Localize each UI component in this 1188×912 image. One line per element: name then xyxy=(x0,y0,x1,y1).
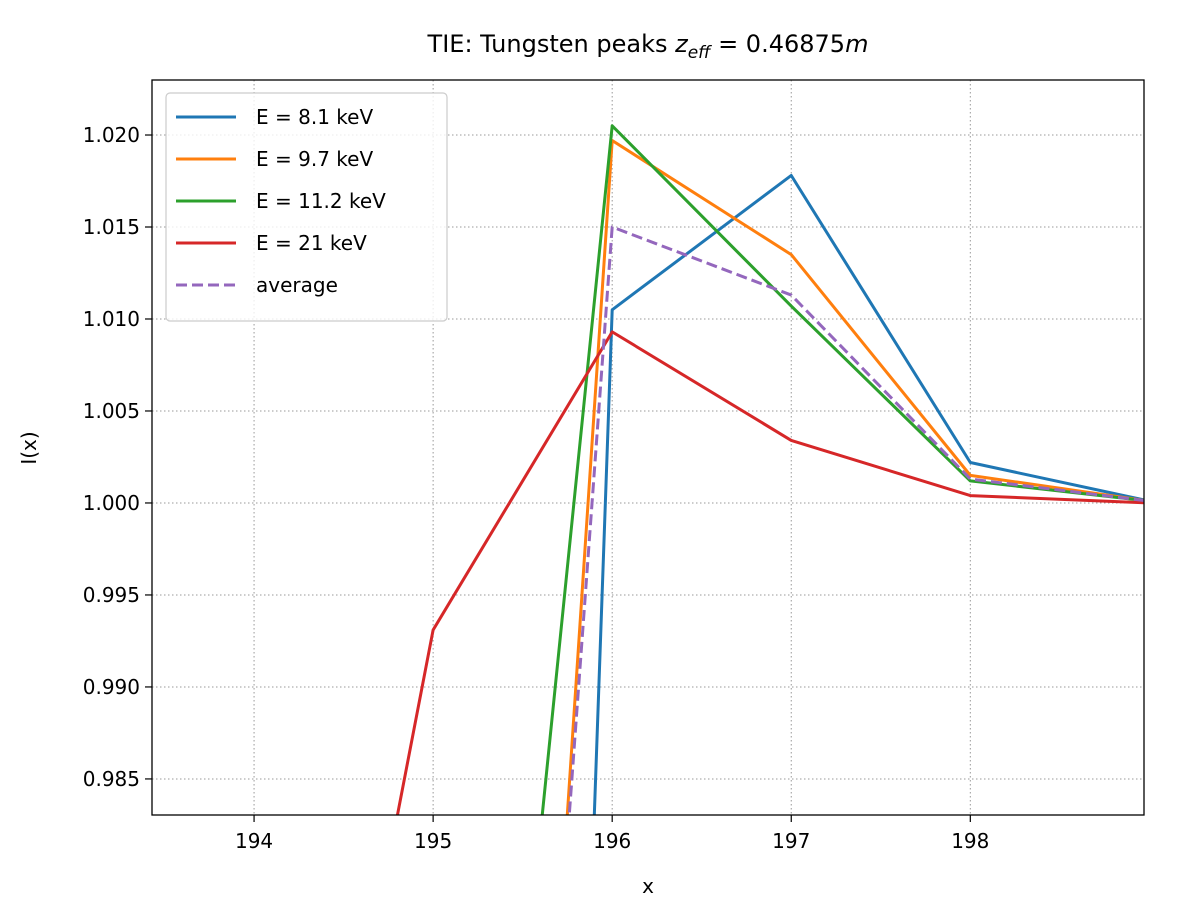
x-tick-label: 196 xyxy=(593,829,631,853)
ticks: 194 195 196 197 198 0.985 0.990 0.995 1.000 1.005… xyxy=(83,123,990,853)
chart-title: TIE: Tungsten peaks zeff = 0.46875m xyxy=(427,30,869,63)
y-tick-label: 1.020 xyxy=(83,123,140,147)
y-tick-label: 1.005 xyxy=(83,399,140,423)
x-tick-label: 195 xyxy=(414,829,452,853)
legend-label: E = 21 keV xyxy=(256,231,367,255)
title-subscript: eff xyxy=(688,43,712,63)
title-unit: m xyxy=(845,30,868,58)
title-symbol: z xyxy=(674,30,689,58)
legend-box xyxy=(165,92,448,322)
data-line xyxy=(395,330,1144,815)
y-tick-label: 0.990 xyxy=(83,675,140,699)
x-tick-label: 198 xyxy=(951,829,989,853)
title-value: = 0.46875 xyxy=(710,30,845,58)
legend-label: E = 9.7 keV xyxy=(256,147,373,171)
legend-label: average xyxy=(256,273,338,297)
y-tick-label: 1.015 xyxy=(83,215,140,239)
y-axis-label: I(x) xyxy=(17,431,41,464)
x-tick-label: 197 xyxy=(772,829,810,853)
legend-label: E = 8.1 keV xyxy=(256,105,373,129)
plot-frame xyxy=(151,79,1145,816)
y-tick-label: 0.995 xyxy=(83,583,140,607)
data-line xyxy=(567,225,1144,815)
y-tick-label: 1.010 xyxy=(83,307,140,331)
data-line xyxy=(592,173,1144,815)
x-axis-label: x xyxy=(642,874,654,898)
y-tick-label: 1.000 xyxy=(83,491,140,515)
legend: E = 8.1 keV E = 9.7 keV E = 11.2 keV E = 21… xyxy=(165,92,448,322)
title-text: TIE: Tungsten peaks xyxy=(427,30,676,58)
legend-label: E = 11.2 keV xyxy=(256,189,386,213)
y-tick-label: 0.985 xyxy=(83,767,140,791)
x-tick-label: 194 xyxy=(235,829,273,853)
data-line xyxy=(565,139,1144,815)
plot-lines xyxy=(395,124,1144,815)
